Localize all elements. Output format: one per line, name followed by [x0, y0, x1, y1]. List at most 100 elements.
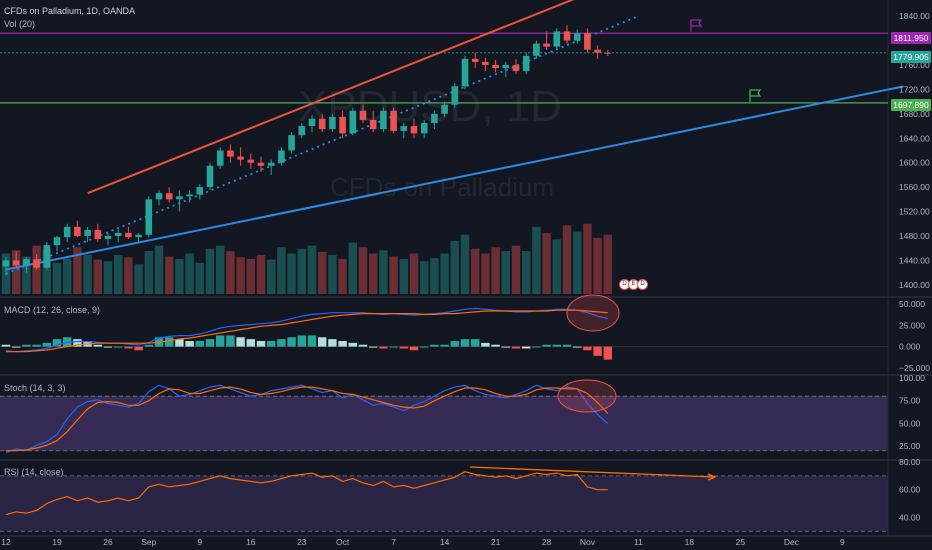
candle-body: [390, 110, 397, 131]
symbol-title[interactable]: CFDs on Palladium, 1D, OANDA: [4, 6, 136, 16]
macd-pane-label[interactable]: MACD (12, 26, close, 9): [4, 305, 101, 315]
candle-body: [339, 116, 346, 134]
time-tick-label: 9: [840, 537, 845, 547]
stoch-pane-label[interactable]: Stoch (14, 3, 3): [4, 383, 66, 393]
macd-highlight-ellipse: [566, 294, 620, 332]
purple-flag-icon: [690, 19, 703, 32]
candle-body: [410, 126, 418, 134]
time-tick-label: 28: [542, 537, 552, 547]
candle-body: [2, 260, 10, 267]
macd-signal-line: [6, 309, 608, 353]
price-tick-label: 1400.00: [899, 280, 930, 290]
rsi-pane-label[interactable]: RSI (14, close): [4, 467, 64, 477]
candle-body: [533, 43, 540, 56]
time-tick-label: Nov: [580, 537, 596, 547]
macd-histogram-bar: [593, 346, 602, 356]
candle-body: [196, 187, 204, 195]
volume-bar: [134, 264, 143, 294]
candle-body: [33, 259, 40, 268]
candle-body: [502, 64, 510, 69]
macd-histogram-bar: [583, 346, 592, 351]
time-tick-label: 23: [297, 537, 307, 547]
candle-body: [278, 150, 285, 163]
macd-histogram-bar: [440, 344, 449, 347]
volume-label[interactable]: Vol (20): [4, 19, 36, 29]
macd-histogram-bar: [307, 335, 317, 347]
candle-body: [584, 33, 591, 50]
rsi-divergence-line: [469, 466, 715, 478]
volume-bar: [318, 251, 327, 294]
macd-histogram-bar: [32, 344, 41, 347]
macd-histogram-bar: [481, 342, 490, 347]
macd-histogram-bar: [93, 344, 102, 347]
time-tick-label: 19: [52, 537, 62, 547]
volume-bar: [328, 255, 337, 294]
time-tick-label: 21: [491, 537, 501, 547]
macd-tick-label: −25.000: [899, 363, 930, 373]
rsi-tick-label: 40.00: [899, 512, 921, 522]
volume-bar: [185, 253, 194, 294]
candle-body: [573, 33, 581, 41]
stoch-highlight-ellipse: [557, 379, 617, 413]
volume-bar: [593, 237, 602, 294]
candle-body: [329, 116, 336, 130]
event-chip[interactable]: D: [637, 279, 648, 290]
price-tick-label: 1520.00: [899, 207, 930, 217]
candle-body: [23, 259, 30, 266]
volume-bar: [307, 245, 317, 294]
rsi-divergence-arrow: [707, 473, 717, 481]
macd-histogram-bar: [175, 339, 184, 347]
time-tick-label: 7: [391, 537, 396, 547]
volume-bar: [379, 250, 388, 294]
macd-histogram-bar: [73, 339, 82, 347]
time-tick-label: Sep: [141, 537, 156, 547]
volume-bar: [114, 255, 123, 294]
green-flag-icon-cloth: [749, 89, 762, 97]
volume-bar: [246, 258, 255, 294]
macd-histogram-bar: [124, 346, 133, 349]
volume-bar: [532, 226, 541, 294]
stoch-tick-label: 25.00: [899, 441, 921, 451]
macd-histogram-bar: [460, 339, 470, 347]
volume-bar: [32, 245, 41, 294]
macd-histogram-bar: [542, 344, 551, 347]
candle-body: [298, 126, 306, 136]
candle-body: [594, 49, 601, 53]
volume-bar: [399, 258, 408, 294]
macd-histogram-bar: [409, 346, 419, 351]
trendline-upper-channel: [87, 0, 575, 195]
candle-body: [359, 110, 367, 120]
stoch-d-line: [6, 386, 609, 452]
macd-histogram-bar: [216, 335, 225, 347]
time-tick-label: Oct: [336, 537, 350, 547]
candle-body: [94, 229, 102, 240]
volume-bar: [511, 245, 521, 294]
candle-body: [349, 110, 357, 134]
macd-histogram-bar: [491, 344, 500, 347]
macd-histogram-bar: [552, 344, 561, 347]
candle-body: [461, 58, 469, 87]
support-price-tag: 1697.890: [891, 99, 931, 111]
macd-histogram-bar: [318, 337, 327, 347]
macd-histogram-bar: [236, 337, 245, 347]
volume-bar: [450, 240, 459, 294]
macd-histogram-bar: [195, 340, 204, 347]
volume-bar: [124, 257, 133, 294]
candle-body: [369, 119, 377, 130]
macd-histogram-bar: [42, 342, 51, 347]
candle-body: [451, 86, 459, 105]
volume-bar: [358, 247, 368, 294]
candle-body: [145, 199, 153, 235]
candle-body: [63, 226, 71, 238]
macd-tick-label: 0.000: [899, 342, 921, 352]
candle-body: [522, 55, 530, 72]
macd-histogram-bar: [573, 346, 582, 348]
macd-histogram-bar: [52, 339, 62, 347]
volume-bar: [42, 248, 51, 294]
macd-histogram-bar: [185, 340, 194, 347]
volume-bar: [73, 247, 82, 294]
price-tick-label: 1640.00: [899, 133, 930, 143]
candle-body: [492, 64, 499, 69]
